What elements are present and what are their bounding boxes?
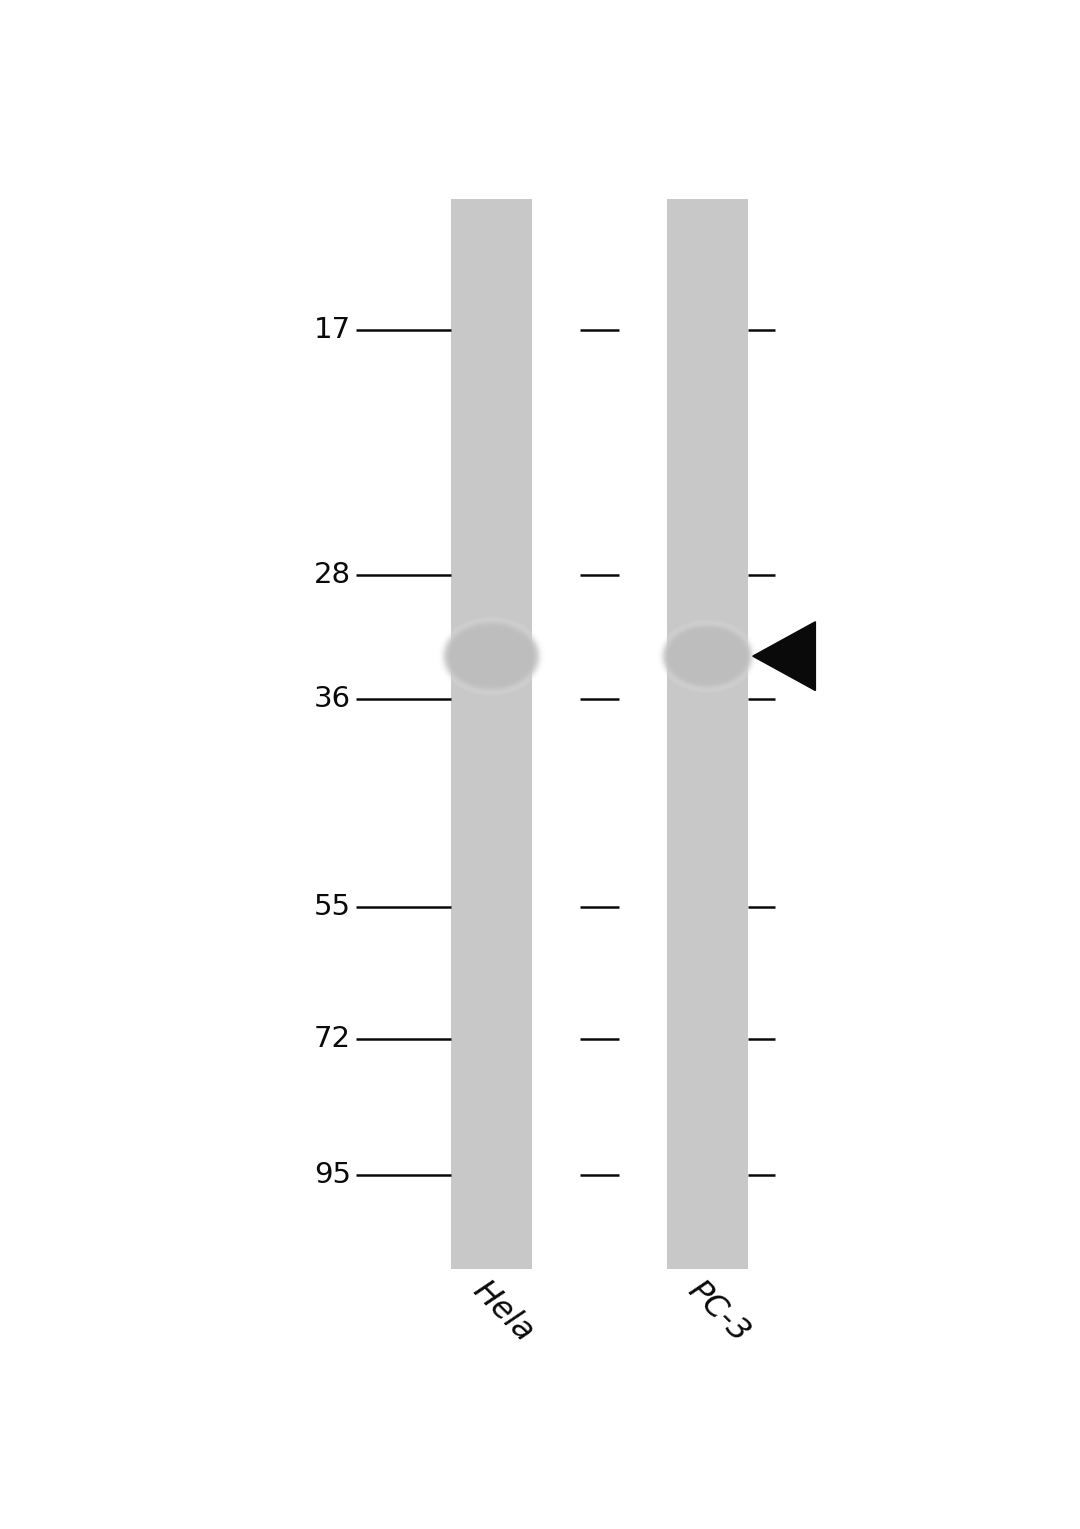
Ellipse shape	[674, 633, 741, 679]
Ellipse shape	[450, 627, 532, 685]
Ellipse shape	[662, 622, 753, 690]
Ellipse shape	[665, 625, 750, 687]
Ellipse shape	[663, 624, 752, 688]
Ellipse shape	[443, 621, 540, 693]
Text: 95: 95	[314, 1161, 351, 1190]
Ellipse shape	[667, 627, 747, 685]
Bar	[667, 199, 748, 1269]
Ellipse shape	[671, 631, 744, 682]
Ellipse shape	[457, 633, 526, 679]
Ellipse shape	[443, 619, 540, 693]
Ellipse shape	[446, 624, 537, 690]
Bar	[451, 199, 532, 1269]
Ellipse shape	[670, 630, 745, 682]
Text: PC-3: PC-3	[681, 1275, 755, 1349]
Ellipse shape	[441, 618, 542, 694]
Ellipse shape	[449, 625, 534, 687]
Ellipse shape	[440, 618, 543, 696]
Ellipse shape	[444, 621, 539, 691]
Ellipse shape	[458, 635, 525, 679]
Polygon shape	[753, 622, 815, 691]
Text: 55: 55	[314, 893, 351, 920]
Ellipse shape	[666, 627, 748, 685]
Ellipse shape	[453, 630, 530, 683]
Ellipse shape	[442, 619, 541, 694]
Ellipse shape	[449, 627, 534, 687]
Ellipse shape	[660, 621, 755, 693]
Ellipse shape	[664, 624, 751, 688]
Text: 28: 28	[314, 561, 351, 590]
Ellipse shape	[662, 624, 753, 690]
Ellipse shape	[660, 621, 755, 691]
Ellipse shape	[679, 639, 735, 674]
Ellipse shape	[675, 635, 740, 677]
Ellipse shape	[460, 636, 523, 676]
Ellipse shape	[454, 630, 529, 682]
Ellipse shape	[659, 619, 756, 693]
Ellipse shape	[677, 638, 738, 676]
Text: 17: 17	[314, 317, 351, 344]
Ellipse shape	[676, 636, 739, 676]
Ellipse shape	[453, 628, 530, 683]
Ellipse shape	[670, 630, 745, 683]
Ellipse shape	[667, 628, 747, 685]
Ellipse shape	[447, 624, 536, 688]
Ellipse shape	[664, 625, 751, 687]
Ellipse shape	[675, 635, 740, 677]
Ellipse shape	[451, 628, 531, 685]
Text: Hela: Hela	[465, 1275, 539, 1349]
Ellipse shape	[448, 625, 535, 688]
Ellipse shape	[446, 622, 537, 690]
Ellipse shape	[661, 622, 754, 691]
Ellipse shape	[455, 631, 528, 682]
Ellipse shape	[459, 636, 524, 677]
Ellipse shape	[673, 633, 742, 679]
Ellipse shape	[669, 628, 746, 683]
Ellipse shape	[456, 633, 527, 680]
Text: 72: 72	[314, 1024, 351, 1053]
Ellipse shape	[678, 638, 737, 674]
Ellipse shape	[672, 631, 743, 680]
Ellipse shape	[461, 638, 522, 676]
Ellipse shape	[440, 616, 543, 696]
Text: 36: 36	[314, 685, 351, 713]
Ellipse shape	[456, 631, 527, 680]
Ellipse shape	[672, 631, 743, 680]
Ellipse shape	[677, 636, 738, 676]
Ellipse shape	[445, 622, 538, 691]
Ellipse shape	[459, 635, 524, 677]
